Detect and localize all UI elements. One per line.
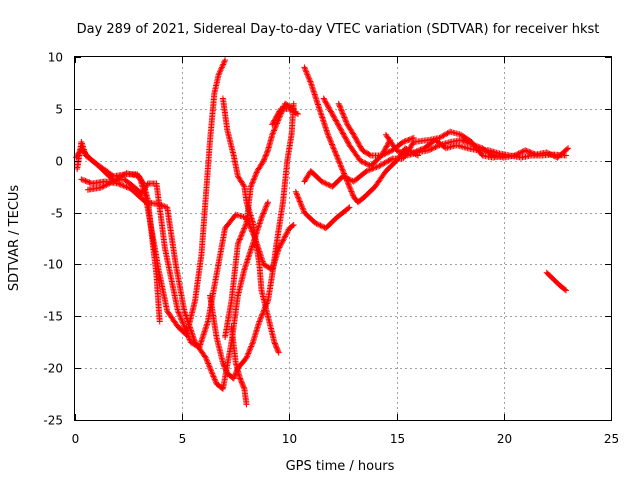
y-tick-label: 0 (55, 155, 63, 169)
series-track-14 (335, 100, 394, 159)
y-tick-label: 10 (48, 51, 63, 65)
series-track-13 (292, 188, 353, 232)
chart-title: Day 289 of 2021, Sidereal Day-to-day VTE… (77, 22, 600, 37)
y-tick-label: -20 (43, 362, 63, 376)
plus-markers (222, 100, 297, 340)
plus-markers (207, 100, 297, 382)
plus-markers (335, 100, 394, 159)
plus-markers (78, 176, 271, 392)
plot-frame (74, 56, 612, 421)
plus-markers (228, 323, 250, 408)
series-track-11 (301, 128, 507, 190)
grid-lines (75, 57, 611, 420)
y-tick-label: 5 (55, 103, 63, 117)
series-track-10 (301, 64, 421, 206)
series-track-8 (228, 323, 250, 408)
plus-markers (301, 64, 421, 206)
series-track-16 (410, 137, 569, 161)
x-tick-label: 15 (390, 432, 405, 446)
series-track-7 (207, 100, 297, 382)
series-track-9 (269, 105, 301, 128)
y-tick-label: -10 (43, 258, 63, 272)
y-tick-label: -15 (43, 310, 63, 324)
y-axis: 10 5 0 -5 -10 -15 -20 -25 (43, 51, 611, 428)
series-track-4 (84, 57, 229, 338)
series-track-6 (222, 100, 297, 340)
plus-markers (292, 188, 353, 232)
y-tick-label: -25 (43, 414, 63, 428)
plus-markers (410, 137, 569, 161)
x-tick-label: 10 (282, 432, 297, 446)
data-points (73, 57, 572, 408)
plus-markers (543, 269, 569, 294)
y-tick-label: -5 (51, 207, 63, 221)
x-tick-label: 0 (72, 432, 80, 446)
x-axis: 0 5 10 15 20 25 (72, 57, 619, 446)
plus-markers (269, 105, 301, 128)
plus-markers (301, 128, 507, 190)
y-axis-label: SDTVAR / TECUs (7, 185, 22, 292)
x-tick-label: 20 (497, 432, 512, 446)
series-track-17 (543, 269, 569, 294)
x-tick-label: 5 (179, 432, 187, 446)
x-tick-label: 25 (604, 432, 619, 446)
x-axis-label: GPS time / hours (286, 459, 395, 474)
plus-markers (84, 57, 229, 338)
series-track-3 (78, 176, 271, 392)
